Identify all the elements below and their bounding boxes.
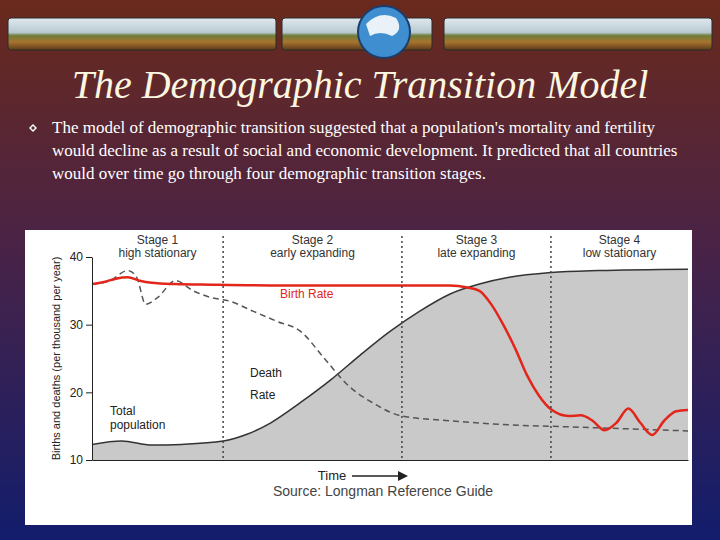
series-label: Death Rate: [250, 366, 282, 402]
x-axis-title: Time: [318, 468, 346, 483]
y-tick-label: 10: [70, 453, 84, 467]
y-tick-mark: [86, 392, 92, 393]
y-tick: 40: [70, 250, 92, 264]
bullet: [29, 124, 37, 132]
series-label-line: population: [110, 418, 165, 432]
stage-boundary: [401, 236, 403, 460]
y-axis-line: [92, 258, 93, 461]
stage-name: Stage 1: [137, 233, 179, 247]
stage-boundary: [550, 236, 552, 460]
x-axis-line: [93, 460, 689, 461]
rate-line: [92, 271, 688, 431]
banner: [8, 6, 712, 58]
stage-name: Stage 4: [599, 233, 641, 247]
y-tick-label: 20: [70, 386, 84, 400]
population-line: [92, 269, 688, 445]
slide: The Demographic Transition Model The mode…: [0, 0, 720, 540]
source: Source: Longman Reference Guide: [273, 483, 493, 499]
background: [0, 0, 720, 540]
series-label-line: Rate: [250, 388, 276, 402]
x-axis: [93, 460, 689, 461]
time-arrow-shaft: [352, 475, 398, 477]
series-label: Birth Rate: [280, 287, 334, 301]
y-axis-title: Births and deaths (per thousand per year…: [50, 257, 62, 461]
stage-name: Stage 2: [292, 233, 334, 247]
rate-line: [92, 277, 688, 435]
globe: [358, 6, 410, 58]
y-tick-mark: [86, 325, 92, 326]
series-label-line: Total: [110, 404, 135, 418]
y-tick-mark: [86, 257, 92, 258]
population-area: [92, 269, 688, 460]
stage-label: low stationary: [583, 246, 656, 260]
y-tick-label: 40: [70, 250, 84, 264]
bullet-line: would decline as a result of social and …: [52, 141, 677, 160]
y-axis: 10 20 30 40: [70, 250, 93, 467]
stage-boundary: [222, 236, 224, 460]
bullet-text: The model of demographic transition sugg…: [52, 118, 677, 183]
y-tick: 10: [70, 453, 92, 467]
banner-bar: [8, 18, 276, 50]
stage-label: late expanding: [437, 246, 515, 260]
y-tick-label: 30: [70, 318, 84, 332]
chart-background: [25, 230, 692, 525]
y-tick-mark: [86, 460, 92, 461]
time-arrow-head: [398, 471, 408, 481]
bullet-line: would over time go through four demograp…: [52, 164, 486, 183]
stage-label: high stationary: [119, 246, 197, 260]
y-tick: 30: [70, 318, 92, 332]
bullet-line: The model of demographic transition sugg…: [52, 118, 656, 137]
series-label-line: Death: [250, 366, 282, 380]
title: The Demographic Transition Model: [72, 62, 649, 107]
series-label: Totalpopulation: [110, 404, 165, 432]
y-tick: 20: [70, 386, 92, 400]
plot-marks: [92, 269, 688, 460]
banner-bar: [444, 18, 712, 50]
globe-cloud: [366, 15, 399, 36]
stage-name: Stage 3: [456, 233, 498, 247]
stage-label: early expanding: [270, 246, 355, 260]
